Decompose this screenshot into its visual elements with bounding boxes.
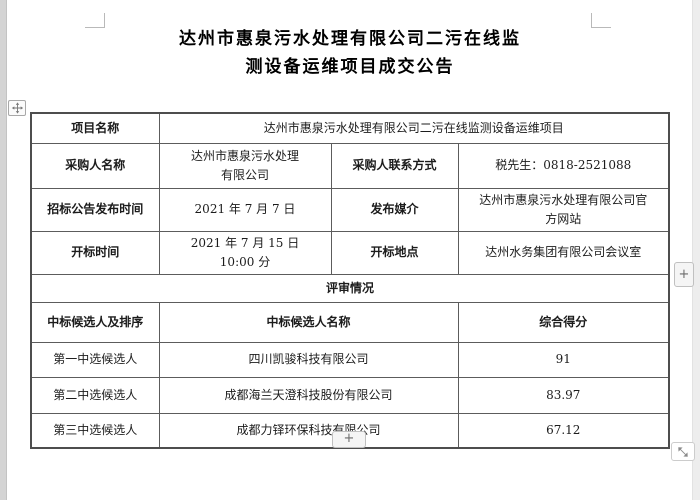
table-row: 第二中选候选人 成都海兰天澄科技股份有限公司 83.97 xyxy=(30,376,670,414)
candidate-rank-1[interactable]: 第一中选候选人 xyxy=(30,341,160,378)
purchaser-contact-value[interactable]: 税先生：0818-2521088 xyxy=(457,142,670,189)
project-name-label: 项目名称 xyxy=(30,112,160,144)
bid-opening-place-label: 开标地点 xyxy=(330,230,459,275)
score-header: 综合得分 xyxy=(457,301,670,343)
text-boundary-mark-top-left xyxy=(85,13,105,28)
project-name-value[interactable]: 达州市惠泉污水处理有限公司二污在线监测设备运维项目 xyxy=(158,112,670,144)
four-directional-arrow-icon xyxy=(11,102,24,114)
announcement-table: 项目名称 达州市惠泉污水处理有限公司二污在线监测设备运维项目 采购人名称 达州市… xyxy=(30,112,670,449)
add-row-button[interactable]: + xyxy=(332,431,366,448)
document-title-line1: 达州市惠泉污水处理有限公司二污在线监 xyxy=(179,29,521,49)
text-boundary-mark-top-right xyxy=(591,13,611,28)
candidate-name-2[interactable]: 成都海兰天澄科技股份有限公司 xyxy=(158,376,459,414)
bid-opening-place-value[interactable]: 达州水务集团有限公司会议室 xyxy=(457,230,670,275)
table-row: 第一中选候选人 四川凯骏科技有限公司 91 xyxy=(30,341,670,378)
canvas-left-margin xyxy=(0,0,7,500)
table-row: 评审情况 xyxy=(30,273,670,303)
table-row: 第三中选候选人 成都力铎环保科技有限公司 67.12 xyxy=(30,412,670,449)
table-move-handle[interactable] xyxy=(8,100,26,116)
table-row: 采购人名称 达州市惠泉污水处理 有限公司 采购人联系方式 税先生：0818-25… xyxy=(30,142,670,189)
review-section-header: 评审情况 xyxy=(30,273,670,303)
candidate-name-header: 中标候选人名称 xyxy=(158,301,459,343)
candidate-name-1[interactable]: 四川凯骏科技有限公司 xyxy=(158,341,459,378)
purchaser-name-value[interactable]: 达州市惠泉污水处理 有限公司 xyxy=(158,142,332,189)
candidate-rank-3[interactable]: 第三中选候选人 xyxy=(30,412,160,449)
add-column-button[interactable]: + xyxy=(674,262,694,287)
table-row: 招标公告发布时间 2021 年 7 月 7 日 发布媒介 达州市惠泉污水处理有限… xyxy=(30,187,670,232)
bid-opening-time-label: 开标时间 xyxy=(30,230,160,275)
table-row: 项目名称 达州市惠泉污水处理有限公司二污在线监测设备运维项目 xyxy=(30,112,670,144)
table-resize-handle[interactable] xyxy=(671,442,695,461)
candidate-score-2[interactable]: 83.97 xyxy=(457,376,670,414)
publish-medium-label: 发布媒介 xyxy=(330,187,459,232)
candidate-score-3[interactable]: 67.12 xyxy=(457,412,670,449)
purchaser-name-label: 采购人名称 xyxy=(30,142,160,189)
candidate-rank-2[interactable]: 第二中选候选人 xyxy=(30,376,160,414)
table-row: 开标时间 2021 年 7 月 15 日 10:00 分 开标地点 达州水务集团… xyxy=(30,230,670,275)
bid-opening-time-value[interactable]: 2021 年 7 月 15 日 10:00 分 xyxy=(158,230,332,275)
candidate-rank-header: 中标候选人及排序 xyxy=(30,301,160,343)
announcement-date-value[interactable]: 2021 年 7 月 7 日 xyxy=(158,187,332,232)
table-row: 中标候选人及排序 中标候选人名称 综合得分 xyxy=(30,301,670,343)
publish-medium-value[interactable]: 达州市惠泉污水处理有限公司官 方网站 xyxy=(457,187,670,232)
purchaser-contact-label: 采购人联系方式 xyxy=(330,142,459,189)
candidate-name-3[interactable]: 成都力铎环保科技有限公司 xyxy=(158,412,459,449)
candidate-score-1[interactable]: 91 xyxy=(457,341,670,378)
announcement-date-label: 招标公告发布时间 xyxy=(30,187,160,232)
document-title-line2: 测设备运维项目成交公告 xyxy=(245,57,455,77)
document-title: 达州市惠泉污水处理有限公司二污在线监 测设备运维项目成交公告 xyxy=(0,25,700,81)
diagonal-resize-icon xyxy=(676,446,690,458)
scrollbar-track[interactable] xyxy=(692,0,700,500)
